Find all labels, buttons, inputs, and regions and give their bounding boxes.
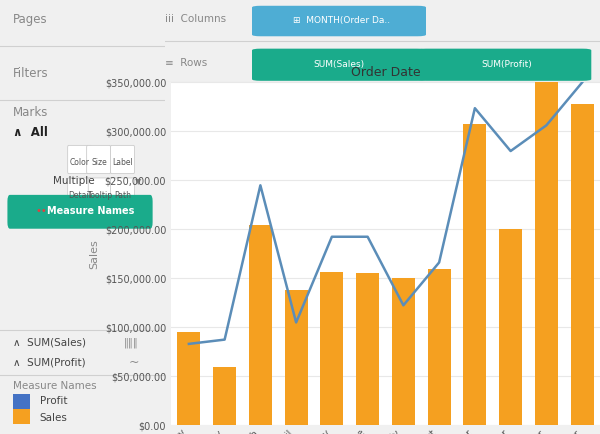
Text: ∧  All: ∧ All — [13, 126, 48, 139]
Bar — [535, 80, 558, 425]
Bar — [392, 278, 415, 425]
Text: iii  Columns: iii Columns — [165, 14, 226, 24]
Text: SUM(Profit): SUM(Profit) — [481, 60, 532, 69]
Title: Order Date: Order Date — [350, 66, 421, 79]
Bar — [177, 332, 200, 425]
Text: ~: ~ — [129, 356, 139, 369]
Text: ⊞  MONTH(Order Da..: ⊞ MONTH(Order Da.. — [293, 16, 390, 25]
FancyBboxPatch shape — [252, 6, 426, 36]
Text: Filters: Filters — [13, 67, 49, 80]
Text: Label: Label — [113, 158, 133, 167]
FancyBboxPatch shape — [88, 178, 112, 206]
FancyBboxPatch shape — [110, 178, 134, 206]
FancyBboxPatch shape — [110, 145, 134, 174]
Text: Color: Color — [70, 158, 90, 167]
Y-axis label: Sales: Sales — [89, 239, 99, 269]
Bar — [499, 230, 522, 425]
Text: Detail: Detail — [68, 191, 91, 200]
FancyBboxPatch shape — [7, 195, 152, 229]
Bar — [428, 269, 451, 425]
Bar — [13, 409, 30, 424]
FancyBboxPatch shape — [252, 49, 426, 81]
Text: Multiple: Multiple — [53, 176, 94, 186]
Bar — [571, 104, 594, 425]
Bar — [320, 272, 343, 425]
Text: ‖‖‖: ‖‖‖ — [124, 338, 139, 348]
Text: Sales: Sales — [40, 412, 67, 423]
Text: ∧  SUM(Profit): ∧ SUM(Profit) — [13, 357, 86, 368]
FancyBboxPatch shape — [86, 145, 110, 174]
Text: ≡  Rows: ≡ Rows — [165, 58, 207, 68]
Text: Measure Names: Measure Names — [13, 381, 97, 391]
Bar — [213, 367, 236, 425]
Text: Tooltip: Tooltip — [88, 191, 113, 200]
Text: ∧  SUM(Sales): ∧ SUM(Sales) — [13, 338, 86, 348]
FancyBboxPatch shape — [68, 145, 92, 174]
Text: Profit: Profit — [40, 396, 67, 407]
Text: Size: Size — [91, 158, 107, 167]
FancyBboxPatch shape — [418, 49, 592, 81]
Text: Pages: Pages — [13, 13, 48, 26]
Text: ▼: ▼ — [135, 177, 141, 186]
Bar — [284, 290, 308, 425]
Text: Measure Names: Measure Names — [47, 206, 134, 217]
Text: SUM(Sales): SUM(Sales) — [313, 60, 365, 69]
Text: Path: Path — [115, 191, 131, 200]
Text: ••: •• — [35, 206, 47, 217]
FancyBboxPatch shape — [68, 178, 92, 206]
Bar — [13, 394, 30, 409]
Bar — [249, 224, 272, 425]
Bar — [463, 124, 487, 425]
Text: Marks: Marks — [13, 106, 49, 119]
Bar — [356, 273, 379, 425]
